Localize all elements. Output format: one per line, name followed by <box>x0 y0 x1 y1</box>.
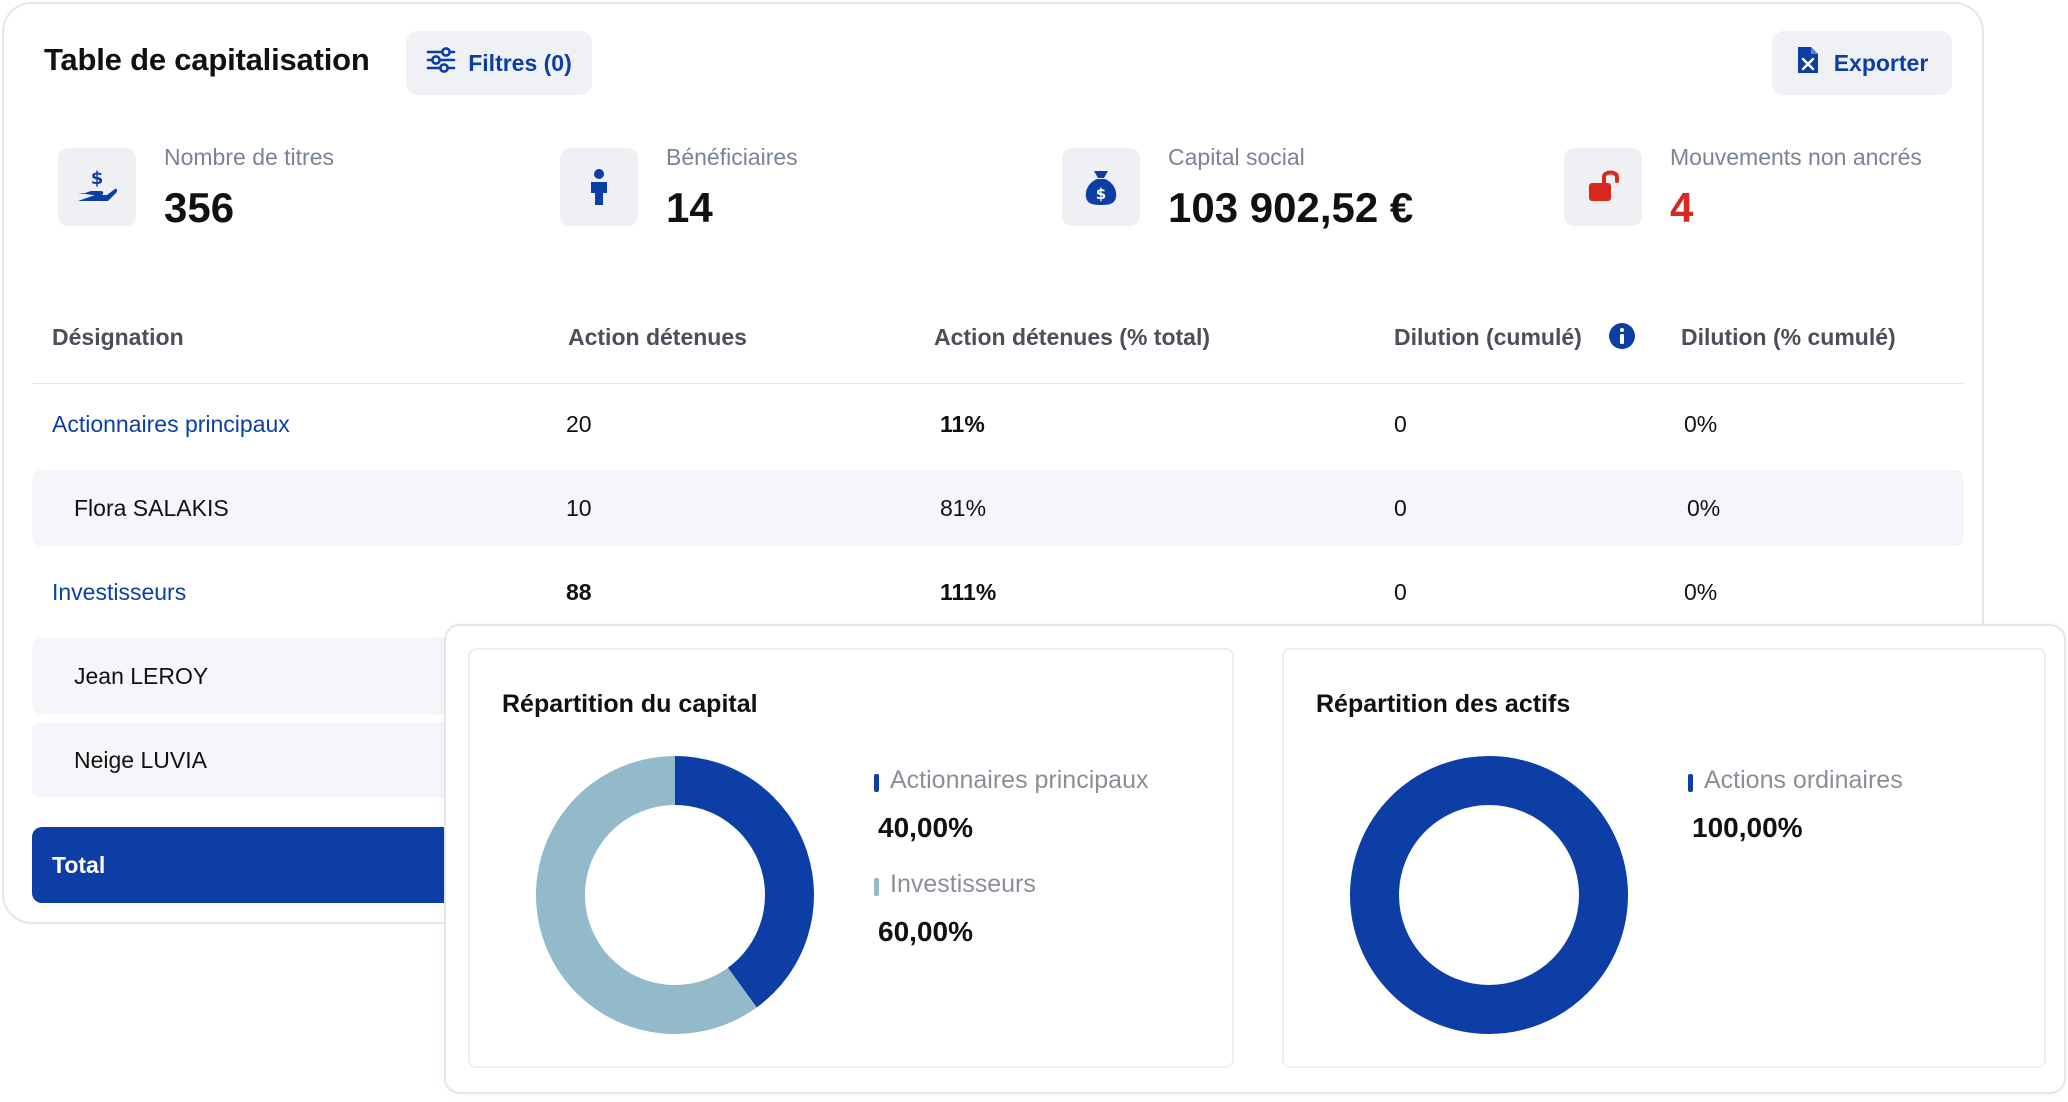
legend-name: Actions ordinaires <box>1704 766 1903 794</box>
stat-value: 14 <box>666 184 713 231</box>
legend-marker <box>874 878 879 896</box>
export-label: Exporter <box>1833 49 1929 76</box>
actifs-donut-chart <box>1350 756 1628 1034</box>
donut-slice-actionnaires-principaux[interactable] <box>675 756 815 1008</box>
stat-label: Capital social <box>1168 144 1305 170</box>
excel-file-icon <box>1796 45 1820 81</box>
hand-dollar-icon: $ <box>58 148 136 226</box>
svg-text:$: $ <box>1096 185 1106 203</box>
legend-value: 60,00% <box>878 916 973 947</box>
stat-label: Mouvements non ancrés <box>1670 144 1922 170</box>
column-header-designation[interactable]: Désignation <box>52 324 184 350</box>
row-designation[interactable]: Investisseurs <box>52 579 187 605</box>
row-actions-pct: 81% <box>940 495 987 521</box>
page-title: Table de capitalisation <box>44 42 370 77</box>
unlock-icon <box>1564 148 1642 226</box>
row-designation[interactable]: Actionnaires principaux <box>52 411 290 437</box>
row-actions: 20 <box>566 411 592 437</box>
stat-label: Nombre de titres <box>164 144 335 170</box>
person-icon <box>560 148 638 226</box>
legend-value: 40,00% <box>878 812 973 843</box>
row-actions-pct: 11% <box>940 411 985 437</box>
total-label: Total <box>52 852 106 878</box>
row-actions: 88 <box>566 579 592 605</box>
column-header-action-detenues-pct[interactable]: Action détenues (% total) <box>934 324 1211 350</box>
row-dilution-pct: 0% <box>1687 495 1721 521</box>
row-dilution: 0 <box>1394 411 1407 437</box>
stat-value: 103 902,52 € <box>1168 184 1414 231</box>
table-row[interactable]: Actionnaires principaux 20 11% 0 0% <box>32 386 1964 462</box>
stat-value: 4 <box>1670 184 1694 231</box>
row-dilution-pct: 0% <box>1684 579 1718 605</box>
legend-name: Investisseurs <box>890 870 1036 898</box>
row-designation: Jean LEROY <box>74 663 209 689</box>
stat-label: Bénéficiaires <box>666 144 798 170</box>
chart-repartition-capital: Répartition du capital Actionnaires prin… <box>468 648 1234 1068</box>
chart-title: Répartition des actifs <box>1316 690 1571 718</box>
table-row[interactable]: Flora SALAKIS 10 81% 0 0% <box>32 470 1964 546</box>
row-actions: 10 <box>566 495 592 521</box>
filters-label: Filtres (0) <box>468 49 572 76</box>
filters-button[interactable]: Filtres (0) <box>406 31 592 95</box>
svg-text:$: $ <box>91 168 104 189</box>
legend-name: Actionnaires principaux <box>890 766 1149 794</box>
sliders-icon <box>426 47 456 79</box>
legend-marker <box>1688 774 1693 792</box>
row-dilution-pct: 0% <box>1684 411 1718 437</box>
chart-repartition-actifs: Répartition des actifs Actions ordinaire… <box>1282 648 2046 1068</box>
chart-title: Répartition du capital <box>502 690 758 718</box>
column-header-action-detenues[interactable]: Action détenues <box>568 324 747 350</box>
stat-value: 356 <box>164 184 235 231</box>
row-dilution: 0 <box>1394 495 1407 521</box>
row-designation: Flora SALAKIS <box>74 495 229 521</box>
info-icon[interactable] <box>1608 322 1636 355</box>
donut-slice-investisseurs[interactable] <box>536 756 757 1034</box>
legend-marker <box>874 774 879 792</box>
charts-panel: Répartition du capital Actionnaires prin… <box>444 624 2066 1094</box>
money-bag-icon: $ <box>1062 148 1140 226</box>
row-actions-pct: 111% <box>940 579 997 605</box>
row-dilution: 0 <box>1394 579 1407 605</box>
column-header-dilution-pct[interactable]: Dilution (% cumulé) <box>1681 324 1896 350</box>
column-header-dilution[interactable]: Dilution (cumulé) <box>1394 324 1582 350</box>
row-designation: Neige LUVIA <box>74 747 207 773</box>
donut-slice-actions-ordinaires[interactable] <box>1350 756 1628 1034</box>
table-row[interactable]: Investisseurs 88 111% 0 0% <box>32 554 1964 630</box>
capital-donut-chart <box>536 756 815 1034</box>
cap-table-card: Table de capitalisation Filtres (0) Expo… <box>2 2 1984 924</box>
legend-value: 100,00% <box>1692 812 1803 843</box>
header-divider <box>32 383 1964 384</box>
export-button[interactable]: Exporter <box>1772 31 1952 95</box>
